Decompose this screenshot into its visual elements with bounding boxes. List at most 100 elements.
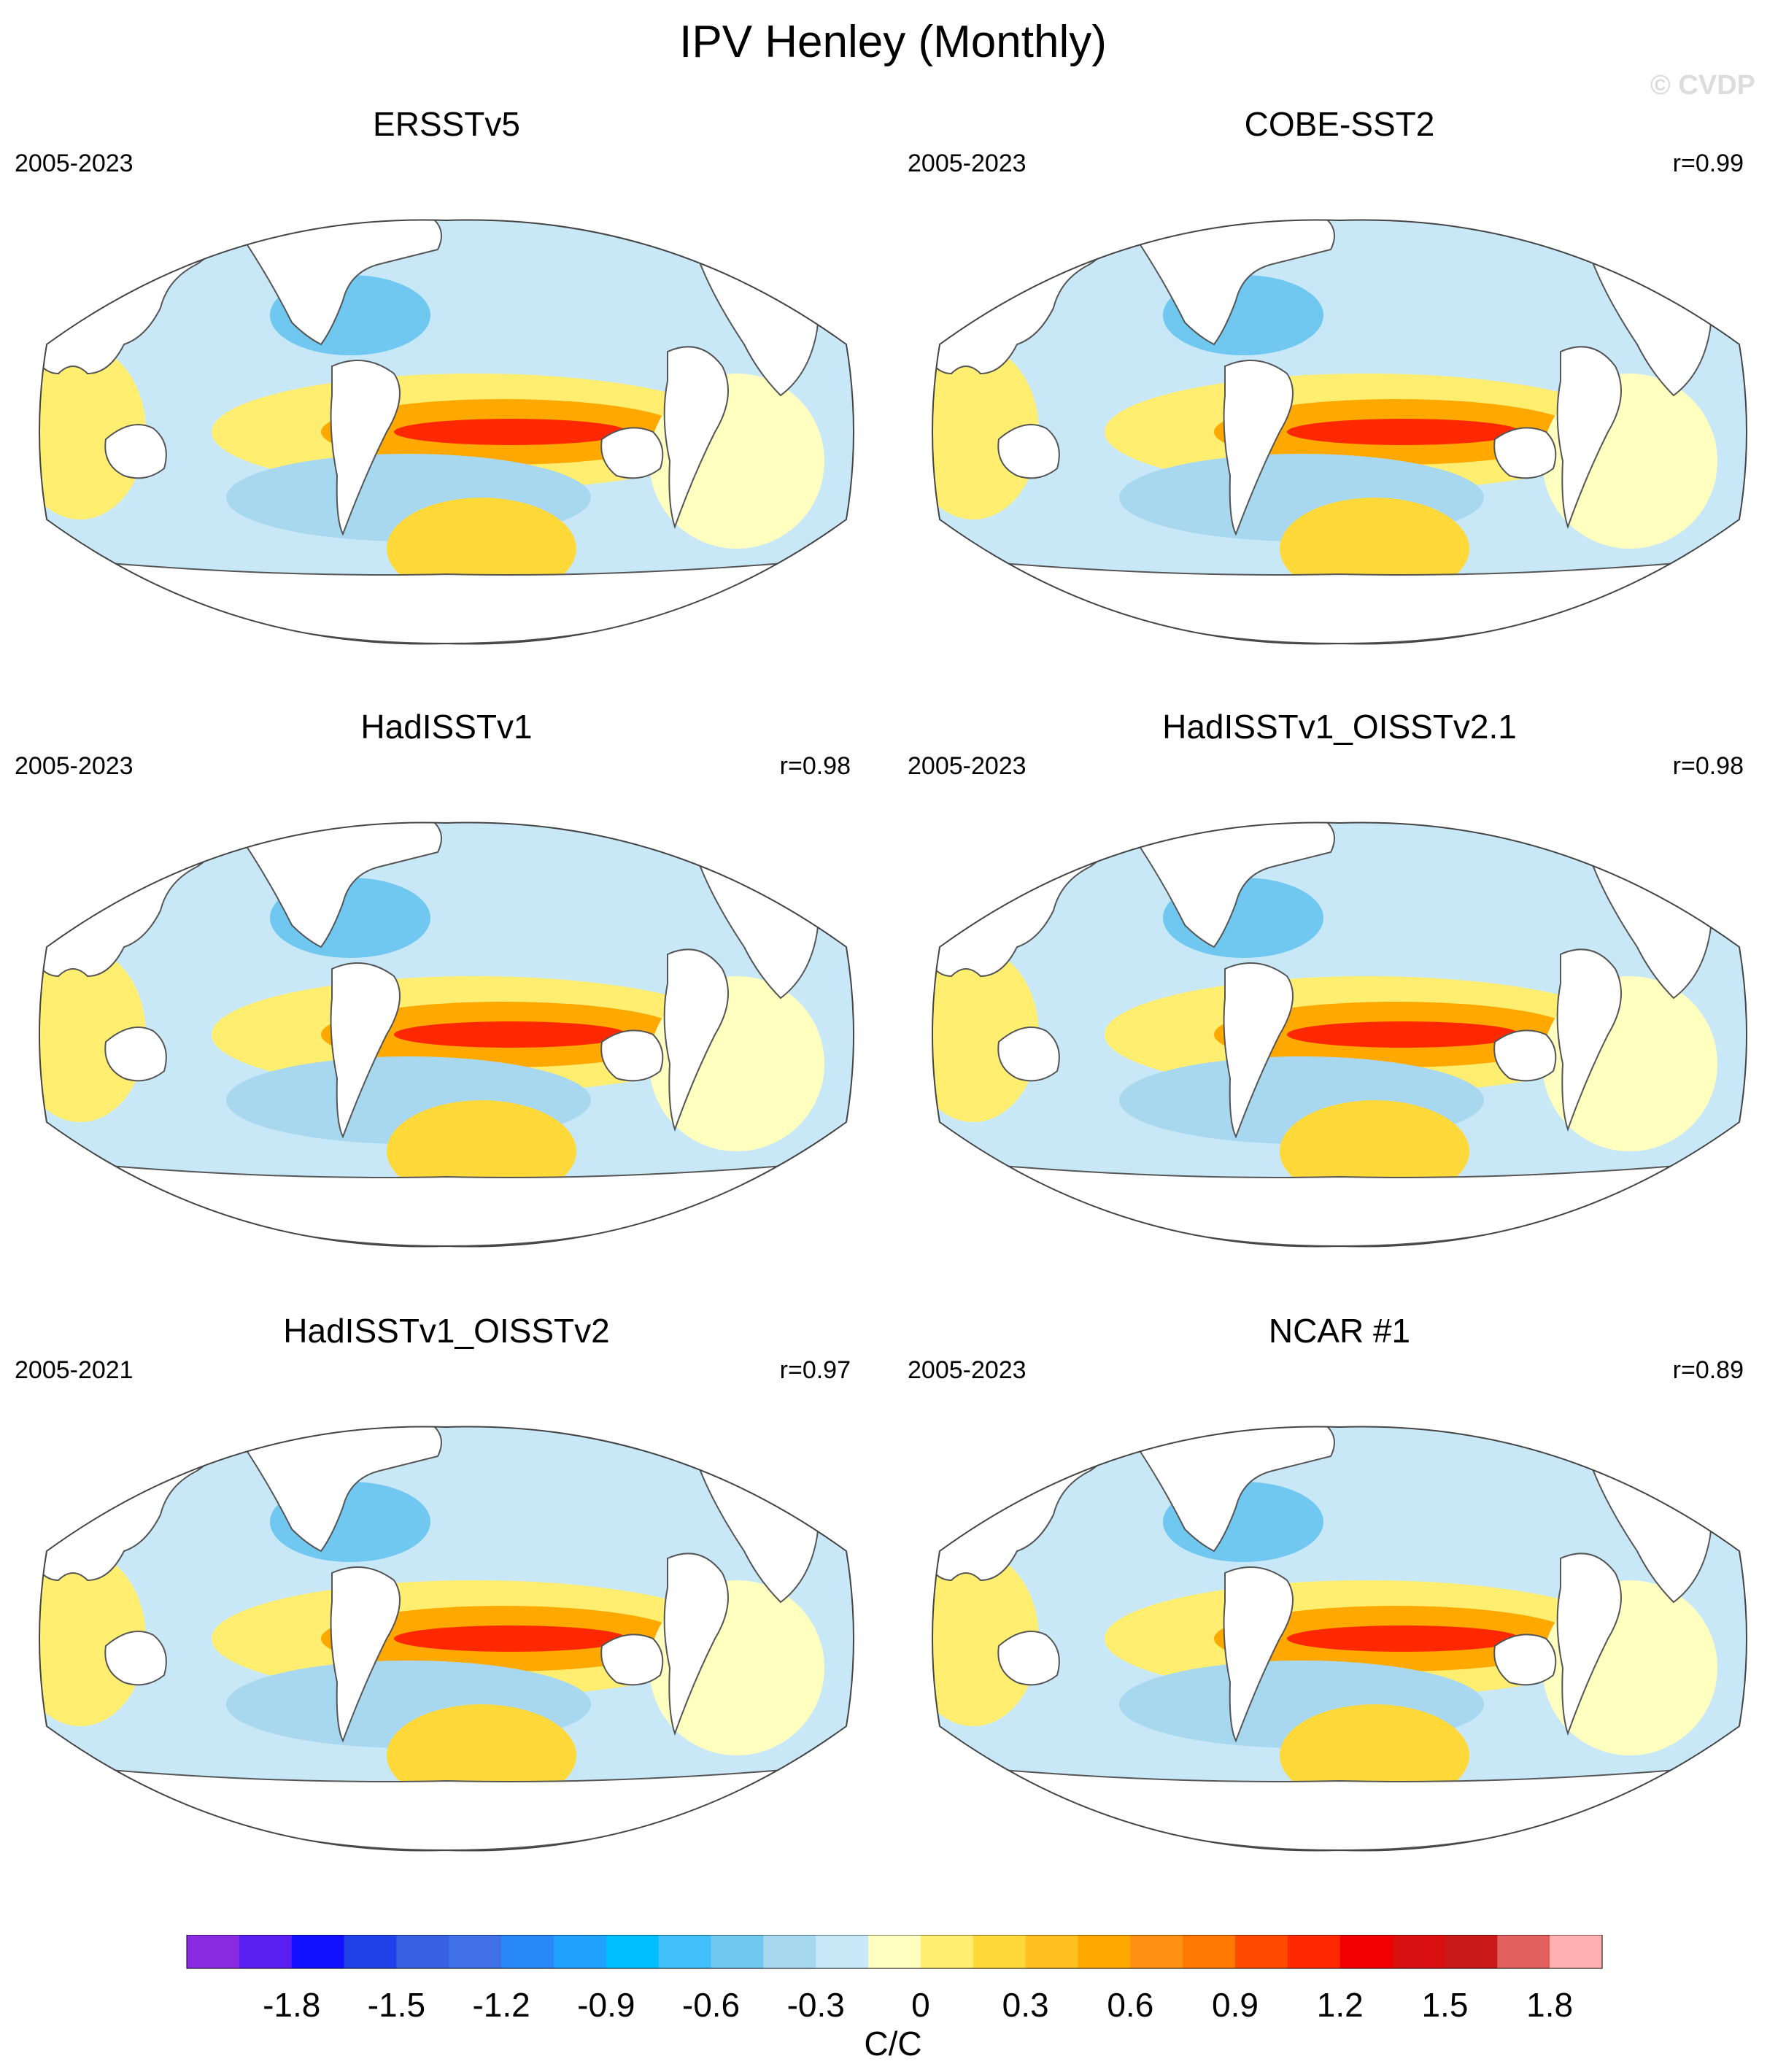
colorbar-tick-label: -0.6: [682, 1986, 740, 2022]
map-panel-cobe-sst2: COBE-SST2 2005-2023 r=0.99: [893, 102, 1786, 708]
colorbar-cell: [1497, 1935, 1550, 1968]
pattern-equatorial-max: [1287, 419, 1520, 445]
period-label: 2005-2023: [15, 752, 134, 780]
land-australia: [104, 424, 167, 479]
land-australia: [104, 1631, 167, 1686]
map-border: [39, 822, 854, 1248]
correlation-label: r=0.89: [1672, 1356, 1744, 1384]
land-south-america: [1223, 962, 1294, 1139]
correlation-label: r=0.99: [1672, 150, 1744, 177]
colorbar-cell: [344, 1935, 397, 1968]
colorbar-cell: [1130, 1935, 1183, 1968]
panel-title: COBE-SST2: [1244, 105, 1435, 143]
robinson-map: [39, 219, 854, 645]
colorbar-cell: [711, 1935, 764, 1968]
colorbar-cell: [1287, 1935, 1341, 1968]
anomaly-pattern: [39, 220, 824, 644]
land-antarctica: [109, 1165, 784, 1247]
period-label: 2005-2021: [15, 1356, 134, 1384]
colorbar-frame: [186, 1935, 1603, 1969]
colorbar-tick-label: 0.9: [1212, 1986, 1259, 2022]
map-panel-ncar-1: NCAR #1 2005-2023 r=0.89: [893, 1309, 1786, 1914]
map-border: [39, 219, 854, 645]
colorbar-cell: [1078, 1935, 1131, 1968]
colorbar-cell: [1445, 1935, 1498, 1968]
map-border: [39, 1426, 854, 1852]
land-south-america-right: [663, 1553, 729, 1736]
land-south-america-right: [1556, 948, 1622, 1132]
pattern-indian-ocean-warm: [39, 1551, 146, 1726]
pattern-indian-ocean-warm: [932, 947, 1039, 1122]
colorbar-cell: [1392, 1935, 1445, 1968]
pattern-indian-ocean-warm: [39, 344, 146, 519]
land-south-america: [1223, 1566, 1294, 1743]
land-south-america-right: [1556, 1553, 1622, 1736]
map-border: [932, 822, 1747, 1248]
land-australia: [997, 1027, 1060, 1082]
period-label: 2005-2023: [15, 150, 134, 177]
correlation-label: r=0.98: [1672, 752, 1744, 780]
panel-title: HadISSTv1: [360, 708, 533, 746]
land-south-america: [330, 962, 401, 1139]
land-antarctica: [109, 563, 784, 644]
land-australia-right: [1493, 427, 1557, 479]
period-label: 2005-2023: [908, 150, 1027, 177]
land-australia-right: [600, 1634, 664, 1686]
period-label: 2005-2023: [908, 752, 1027, 780]
land-south-america-right: [663, 948, 729, 1132]
colorbar-unit-label: C/C: [864, 2025, 922, 2063]
land-australia: [104, 1027, 167, 1082]
colorbar-cell: [1025, 1935, 1078, 1968]
panel-title: HadISSTv1_OISSTv2.1: [1162, 708, 1517, 746]
panel-title: HadISSTv1_OISSTv2: [283, 1312, 610, 1350]
colorbar-tick-label: 1.8: [1526, 1986, 1573, 2022]
correlation-label: r=0.98: [779, 752, 851, 780]
colorbar-tick-label: -1.2: [472, 1986, 530, 2022]
land-antarctica: [1002, 1165, 1677, 1247]
land-antarctica: [109, 1769, 784, 1851]
land-australia-right: [600, 427, 664, 479]
anomaly-pattern: [39, 1426, 824, 1851]
anomaly-pattern: [932, 822, 1717, 1247]
colorbar-cell: [1235, 1935, 1288, 1968]
land-australia: [997, 424, 1060, 479]
land-south-america: [1223, 360, 1294, 536]
colorbar-cell: [1340, 1935, 1393, 1968]
land-south-america: [330, 360, 401, 536]
colorbar-cell: [1183, 1935, 1236, 1968]
panel-title: NCAR #1: [1268, 1312, 1411, 1350]
colorbar-cell: [658, 1935, 712, 1968]
colorbar-tick-label: 0: [911, 1986, 930, 2022]
colorbar-tick-label: 0.3: [1002, 1986, 1049, 2022]
colorbar-cell: [816, 1935, 869, 1968]
land-australia: [997, 1631, 1060, 1686]
map-panel-hadisstv1: HadISSTv1 2005-2023 r=0.98: [0, 705, 893, 1310]
land-south-america: [330, 1566, 401, 1743]
pattern-equatorial-max: [1287, 1021, 1520, 1048]
pattern-indian-ocean-warm: [932, 344, 1039, 519]
land-antarctica: [1002, 563, 1677, 644]
figure-title: IPV Henley (Monthly): [679, 17, 1107, 67]
cvdp-watermark: © CVDP: [1650, 70, 1755, 101]
colorbar-tick-label: -1.8: [263, 1986, 320, 2022]
colorbar-tick-label: -0.9: [577, 1986, 635, 2022]
land-south-america-right: [1556, 346, 1622, 530]
colorbar-cell: [187, 1935, 240, 1968]
map-border: [932, 219, 1747, 645]
colorbar-cell: [763, 1935, 816, 1968]
pattern-equatorial-max: [394, 419, 627, 445]
land-australia-right: [1493, 1029, 1557, 1082]
map-panel-hadisstv1-oisstv2: HadISSTv1_OISSTv2 2005-2021 r=0.97: [0, 1309, 893, 1914]
map-panel-ersstv5: ERSSTv5 2005-2023: [0, 102, 893, 708]
pattern-indian-ocean-warm: [932, 1551, 1039, 1726]
robinson-map: [932, 822, 1747, 1248]
panel-title: ERSSTv5: [373, 105, 520, 143]
pattern-equatorial-max: [394, 1625, 627, 1652]
robinson-map: [39, 822, 854, 1248]
robinson-map: [932, 219, 1747, 645]
robinson-map: [39, 1426, 854, 1852]
colorbar-cell: [920, 1935, 974, 1968]
colorbar-cell: [501, 1935, 554, 1968]
pattern-indian-ocean-warm: [39, 947, 146, 1122]
colorbar-cell: [449, 1935, 502, 1968]
